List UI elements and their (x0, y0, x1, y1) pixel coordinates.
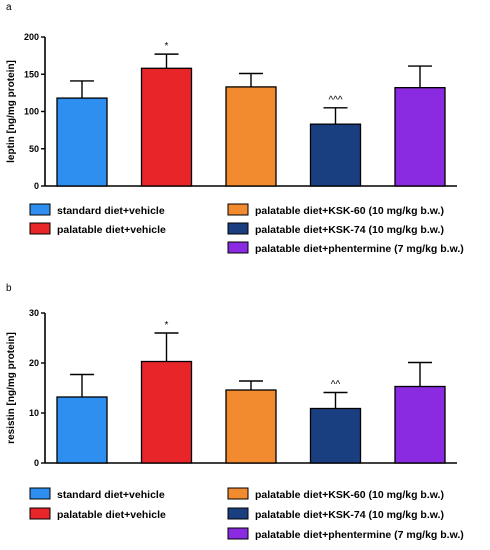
legend: standard diet+vehicle palatable diet+vehi… (29, 487, 464, 541)
bar (225, 86, 277, 187)
y-axis-label: resistin [ng/mg protein] (6, 332, 17, 444)
legend-swatch (29, 222, 51, 235)
y-tick-label: 0 (34, 181, 39, 191)
y-tick-label: 30 (29, 308, 39, 318)
y-tick-label: 10 (29, 408, 39, 418)
legend-entry: palatable diet+vehicle (57, 509, 166, 521)
legend-entry: palatable diet+phentermine (7 mg/kg b.w.… (255, 243, 464, 255)
legend-swatch (227, 487, 249, 500)
legend-entry: palatable diet+KSK-60 (10 mg/kg b.w.) (255, 205, 444, 217)
bar (309, 123, 362, 187)
panel-letter: b (6, 283, 12, 294)
legend-entry: standard diet+vehicle (57, 489, 165, 501)
significance-label: * (165, 41, 169, 52)
bar (309, 407, 362, 464)
y-tick-label: 200 (24, 32, 39, 42)
legend-swatch (29, 203, 51, 216)
legend-swatch (227, 222, 249, 235)
significance-label: ^^^ (328, 95, 342, 106)
legend-entry: palatable diet+vehicle (57, 224, 166, 236)
legend-swatch (227, 507, 249, 520)
y-axis-label: leptin [ng/mg protein] (6, 60, 17, 163)
y-tick-label: 150 (24, 69, 39, 79)
bar (394, 87, 446, 187)
legend-entry: palatable diet+KSK-74 (10 mg/kg b.w.) (255, 224, 444, 236)
bar (140, 360, 193, 464)
legend-swatch (29, 507, 51, 520)
y-tick-label: 20 (29, 358, 39, 368)
bar (140, 67, 193, 187)
bar (394, 385, 446, 464)
significance-label: * (165, 320, 169, 331)
bar (56, 97, 108, 187)
legend-entry: palatable diet+KSK-74 (10 mg/kg b.w.) (255, 509, 444, 521)
legend: standard diet+vehicle palatable diet+vehi… (29, 203, 464, 255)
significance-label: ^^ (331, 380, 341, 391)
chart-panel-b: b resistin [ng/mg protein] 0 10 20 30 * ^^ stand… (6, 283, 464, 541)
y-tick-label: 0 (34, 458, 39, 468)
bar (56, 396, 108, 464)
legend-swatch (227, 527, 249, 540)
legend-swatch (29, 487, 51, 500)
legend-swatch (227, 203, 249, 216)
y-tick-label: 50 (29, 144, 39, 154)
legend-entry: palatable diet+KSK-60 (10 mg/kg b.w.) (255, 489, 444, 501)
legend-swatch (227, 241, 249, 254)
y-tick-label: 100 (24, 107, 39, 117)
bar (225, 389, 277, 464)
panel-letter: a (6, 2, 12, 13)
legend-entry: standard diet+vehicle (57, 205, 165, 217)
legend-entry: palatable diet+phentermine (7 mg/kg b.w.… (255, 529, 464, 541)
chart-panel-a: a leptin [ng/mg protein] 0 50 100 150 200 * ^^^ s… (6, 2, 464, 255)
